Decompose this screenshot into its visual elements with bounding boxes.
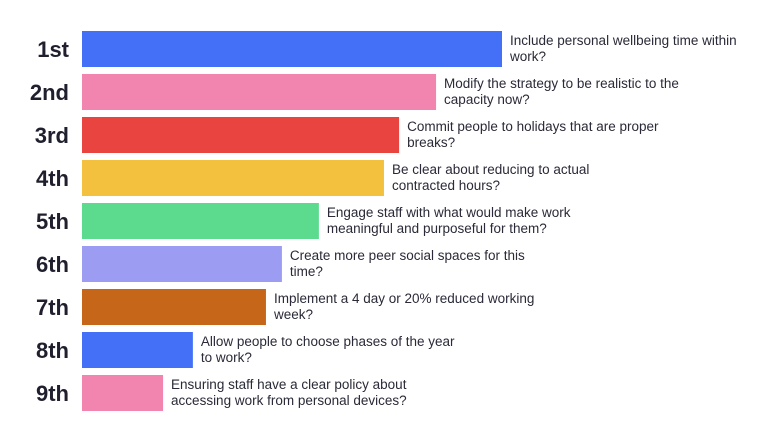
bar-description-line: breaks? [407,135,455,150]
bar [82,246,282,282]
rank-label: 3rd [35,123,69,148]
bar-description: Include personal wellbeing time within wo… [509,33,737,64]
bar-description-line: Implement a 4 day or 20% reduced working [274,291,534,306]
bar-description: Commit people to holidays that are prope… [407,119,659,150]
rank-label: 4th [36,166,69,191]
bar-group-1st: 1st Include personal wellbeing time withi… [37,31,737,67]
bar-description: Implement a 4 day or 20% reduced working… [273,291,534,322]
rank-label: 2nd [30,80,69,105]
rank-label: 6th [36,252,69,277]
bars-layer: 1st Include personal wellbeing time withi… [30,31,737,411]
bar-description: Allow people to choose phases of the yea… [201,334,455,365]
bar-description-line: Ensuring staff have a clear policy about [171,377,407,392]
bar [82,74,437,110]
bar [82,289,266,325]
bar-group-6th: 6th Create more peer social spaces for th… [36,246,525,282]
bar-description-line: Be clear about reducing to actual [392,162,589,177]
bar-description-line: to work? [201,350,252,365]
bar-description-line: Allow people to choose phases of the yea… [201,334,455,349]
bar-description: Engage staff with what would make work me… [327,205,571,236]
bar-group-5th: 5th Engage staff with what would make wor… [36,203,571,239]
rank-label: 7th [36,295,69,320]
bar-description-line: Engage staff with what would make work [327,205,571,220]
bar-description-line: accessing work from personal devices? [171,393,407,408]
bar-description: Be clear about reducing to actual contrac… [392,162,589,193]
bar-description-line: meaningful and purposeful for them? [327,221,547,236]
rank-label: 1st [37,37,69,62]
bar-description-line: week? [273,307,313,322]
bar-description-line: contracted hours? [392,178,500,193]
bar-group-4th: 4th Be clear about reducing to actual cont… [36,160,589,196]
bar-description: Create more peer social spaces for this t… [290,248,525,279]
bar [82,203,319,239]
rank-label: 9th [36,381,69,406]
bar-description-line: work? [509,49,546,64]
bar-description-line: time? [290,264,323,279]
bar [82,160,384,196]
bar-description-line: Modify the strategy to be realistic to t… [444,76,679,91]
rank-label: 5th [36,209,69,234]
bar [82,117,400,153]
bar [82,375,164,411]
bar-description: Modify the strategy to be realistic to t… [444,76,679,107]
bar-description: Ensuring staff have a clear policy about… [171,377,407,408]
bar [82,31,502,67]
bar-description-line: Include personal wellbeing time within [510,33,737,48]
bar [82,332,193,368]
rank-label: 8th [36,338,69,363]
bar-group-7th: 7th Implement a 4 day or 20% reduced work… [36,289,534,325]
bar-group-3rd: 3rd Commit people to holidays that are pr… [35,117,659,153]
bar-group-8th: 8th Allow people to choose phases of the … [36,332,455,368]
bar-group-9th: 9th Ensuring staff have a clear policy ab… [36,375,407,411]
bar-description-line: Create more peer social spaces for this [290,248,525,263]
bar-description-line: capacity now? [444,92,530,107]
bar-group-2nd: 2nd Modify the strategy to be realistic t… [30,74,679,110]
bar-description-line: Commit people to holidays that are prope… [407,119,659,134]
